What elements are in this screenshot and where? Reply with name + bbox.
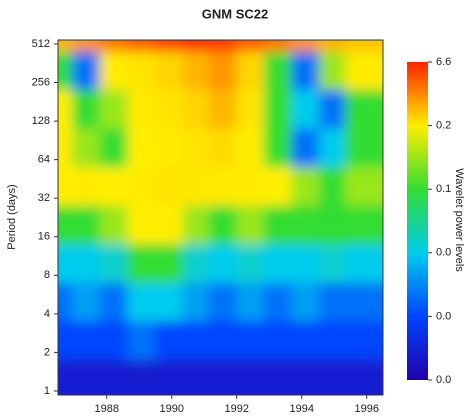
- chart-title: GNM SC22: [202, 6, 268, 21]
- x-tick-label: 1990: [160, 403, 184, 415]
- colorbar-tick-label: 0.1: [436, 183, 451, 195]
- y-tick-label: 64: [38, 154, 50, 166]
- y-tick-label: 256: [32, 76, 50, 88]
- heatmap: [58, 40, 383, 395]
- x-tick-label: 1994: [290, 403, 314, 415]
- plot-frame: [57, 39, 384, 396]
- colorbar-label: Wavelet power levels: [453, 168, 465, 272]
- colorbar-tick-label: 0.2: [436, 120, 451, 132]
- heat-cell: [345, 359, 383, 395]
- y-tick-label: 32: [38, 192, 50, 204]
- colorbar: [407, 62, 428, 380]
- y-tick-label: 128: [32, 115, 50, 127]
- colorbar-tick-label: 0.0: [436, 310, 451, 322]
- colorbar-tick-label: 0.0: [436, 374, 451, 386]
- y-tick-label: 2: [44, 346, 50, 358]
- x-tick-label: 1996: [355, 403, 379, 415]
- y-tick-label: 8: [44, 269, 50, 281]
- y-axis-label: Period (days): [6, 184, 18, 249]
- y-tick-label: 1: [44, 385, 50, 397]
- colorbar-tick-label: 6.6: [436, 56, 451, 68]
- heatmap-cells: [58, 40, 383, 395]
- y-tick-label: 4: [44, 308, 50, 320]
- y-tick-label: 512: [32, 38, 50, 50]
- colorbar-tick-label: 0.0: [436, 247, 451, 259]
- y-tick-label: 16: [38, 231, 50, 243]
- x-tick-label: 1992: [225, 403, 249, 415]
- x-tick-label: 1988: [95, 403, 119, 415]
